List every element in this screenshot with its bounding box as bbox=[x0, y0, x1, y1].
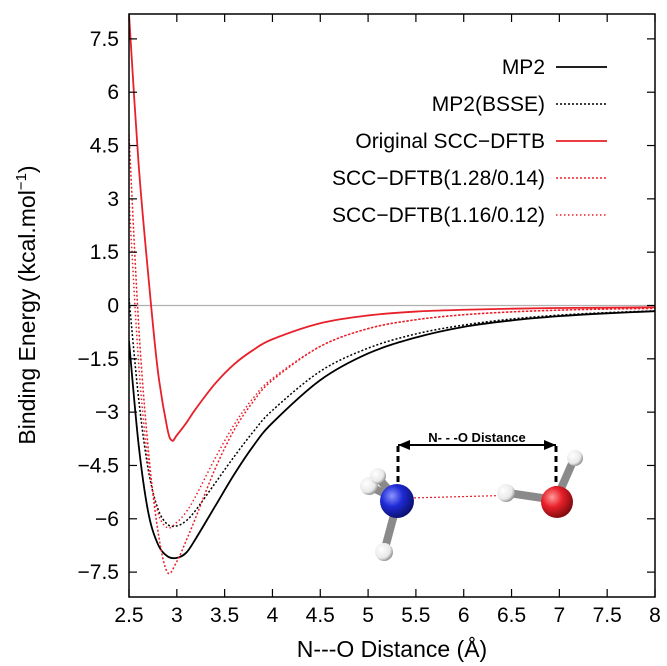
y-tick-label: 0 bbox=[107, 295, 119, 318]
legend-label: Original SCC−DFTB bbox=[355, 130, 545, 153]
legend-label: SCC−DFTB(1.16/0.12) bbox=[332, 204, 545, 227]
y-tick-label: −3 bbox=[95, 401, 119, 424]
x-tick-label: 7 bbox=[554, 604, 566, 627]
series-layer bbox=[129, 14, 655, 575]
x-axis-title: N---O Distance (Å) bbox=[297, 635, 487, 662]
series-line-5 bbox=[129, 198, 655, 529]
hydrogen-atom bbox=[370, 468, 386, 484]
y-tick-label: 4.5 bbox=[90, 135, 119, 158]
y-tick-label: −7.5 bbox=[78, 561, 119, 584]
x-tick-label: 2.5 bbox=[114, 604, 143, 627]
y-tick-label: 1.5 bbox=[90, 241, 119, 264]
x-tick-label: 3.5 bbox=[210, 604, 239, 627]
x-tick-label: 4 bbox=[267, 604, 279, 627]
y-tick-label: −4.5 bbox=[78, 454, 119, 477]
legend-label: MP2 bbox=[502, 56, 545, 79]
molecule-inset: N- - -O Distance bbox=[360, 430, 583, 561]
hydrogen-atom bbox=[497, 484, 515, 502]
y-axis-title-close: ) bbox=[14, 165, 40, 173]
series-line-2 bbox=[129, 298, 655, 528]
y-tick-label: −1.5 bbox=[78, 348, 119, 371]
y-tick-label: 6 bbox=[107, 81, 119, 104]
legend-label: MP2(BSSE) bbox=[432, 93, 545, 116]
series-line-1 bbox=[129, 310, 655, 560]
y-axis-title-main: Binding Energy (kcal.mol bbox=[14, 190, 40, 444]
x-tick-label: 5 bbox=[362, 604, 374, 627]
y-tick-label: 3 bbox=[107, 188, 119, 211]
y-axis-title: Binding Energy (kcal.mol−1) bbox=[13, 165, 40, 444]
hydrogen-atom bbox=[375, 543, 393, 561]
arrow-head-left bbox=[398, 440, 410, 450]
legend: MP2 MP2(BSSE) Original SCC−DFTB SCC−DFTB(1.… bbox=[332, 56, 607, 227]
x-tick-label: 3 bbox=[171, 604, 183, 627]
x-tick-label: 8 bbox=[649, 604, 661, 627]
axis-ticks: 2.5 3 3.5 4 4.5 5 5.5 6 6.5 7 7.5 8 7.5 6 4.5 3 1.5 0 −1.5… bbox=[78, 14, 661, 627]
nitrogen-atom bbox=[380, 484, 414, 518]
series-line-3 bbox=[129, 14, 655, 442]
y-tick-label: −6 bbox=[95, 508, 119, 531]
hydrogen-atom bbox=[567, 450, 583, 466]
y-axis-title-sup: −1 bbox=[13, 173, 30, 190]
x-tick-label: 6 bbox=[458, 604, 470, 627]
arrow-head-right bbox=[544, 440, 556, 450]
x-tick-label: 5.5 bbox=[401, 604, 430, 627]
inset-distance-label: N- - -O Distance bbox=[428, 430, 526, 445]
y-tick-label: 7.5 bbox=[90, 28, 119, 51]
x-tick-label: 4.5 bbox=[306, 604, 335, 627]
oxygen-atom bbox=[541, 486, 573, 518]
x-tick-label: 6.5 bbox=[497, 604, 526, 627]
x-tick-label: 7.5 bbox=[593, 604, 622, 627]
legend-label: SCC−DFTB(1.28/0.14) bbox=[332, 167, 545, 190]
